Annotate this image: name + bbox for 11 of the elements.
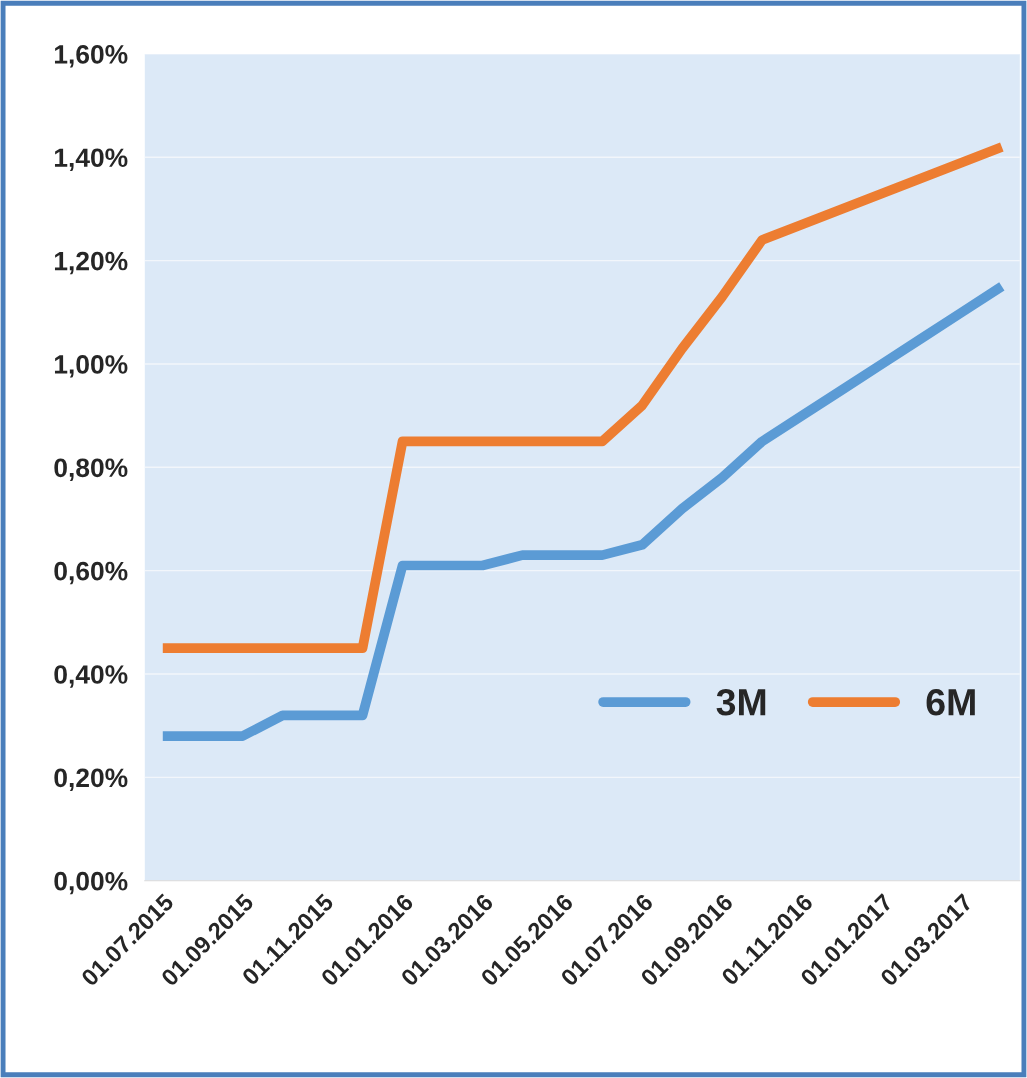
y-tick-label: 0,60% [54,561,128,585]
y-tick-label: 0,00% [54,871,128,895]
y-tick-label: 0,40% [54,665,128,688]
y-tick-label: 1,40% [54,148,128,171]
y-tick-label: 0,80% [54,458,128,481]
y-tick-label: 1,00% [54,355,128,378]
y-tick-label: 1,20% [54,251,128,275]
legend-label: 3M [716,688,766,716]
y-tick-label: 0,20% [54,768,128,792]
y-tick-label: 1,60% [54,45,128,68]
legend-label: 6M [926,688,975,716]
